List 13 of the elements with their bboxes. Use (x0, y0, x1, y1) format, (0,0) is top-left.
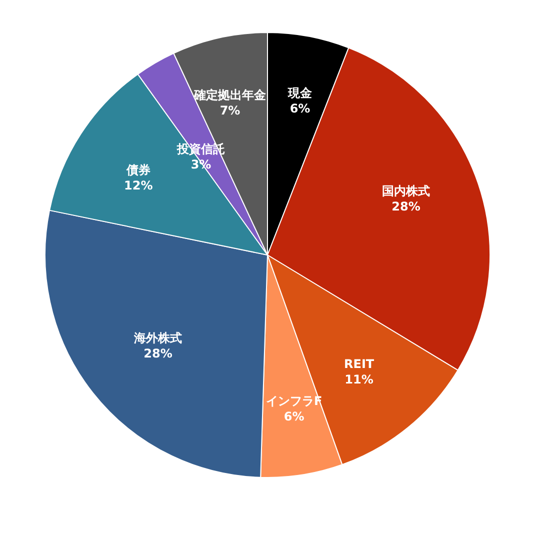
slice-label: 国内株式 (382, 184, 430, 198)
slice-label: 債券 (125, 163, 152, 177)
data-label: 12% (124, 178, 153, 193)
data-label: 11% (344, 372, 374, 387)
slice-label: 確定拠出年金 (193, 88, 267, 102)
slice-label: 現金 (287, 86, 313, 100)
slice-label: REIT (344, 357, 375, 371)
data-label: 28% (144, 346, 172, 361)
data-label: 7% (220, 104, 240, 118)
data-label: 6% (284, 410, 304, 424)
data-label: 28% (392, 200, 420, 214)
slice-label: 海外株式 (133, 331, 182, 345)
data-label: 6% (290, 102, 310, 116)
